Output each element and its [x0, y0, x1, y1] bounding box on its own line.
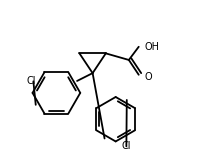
Text: Cl: Cl	[121, 141, 131, 151]
Text: Cl: Cl	[27, 76, 36, 86]
Text: OH: OH	[144, 42, 159, 52]
Text: O: O	[144, 72, 151, 82]
